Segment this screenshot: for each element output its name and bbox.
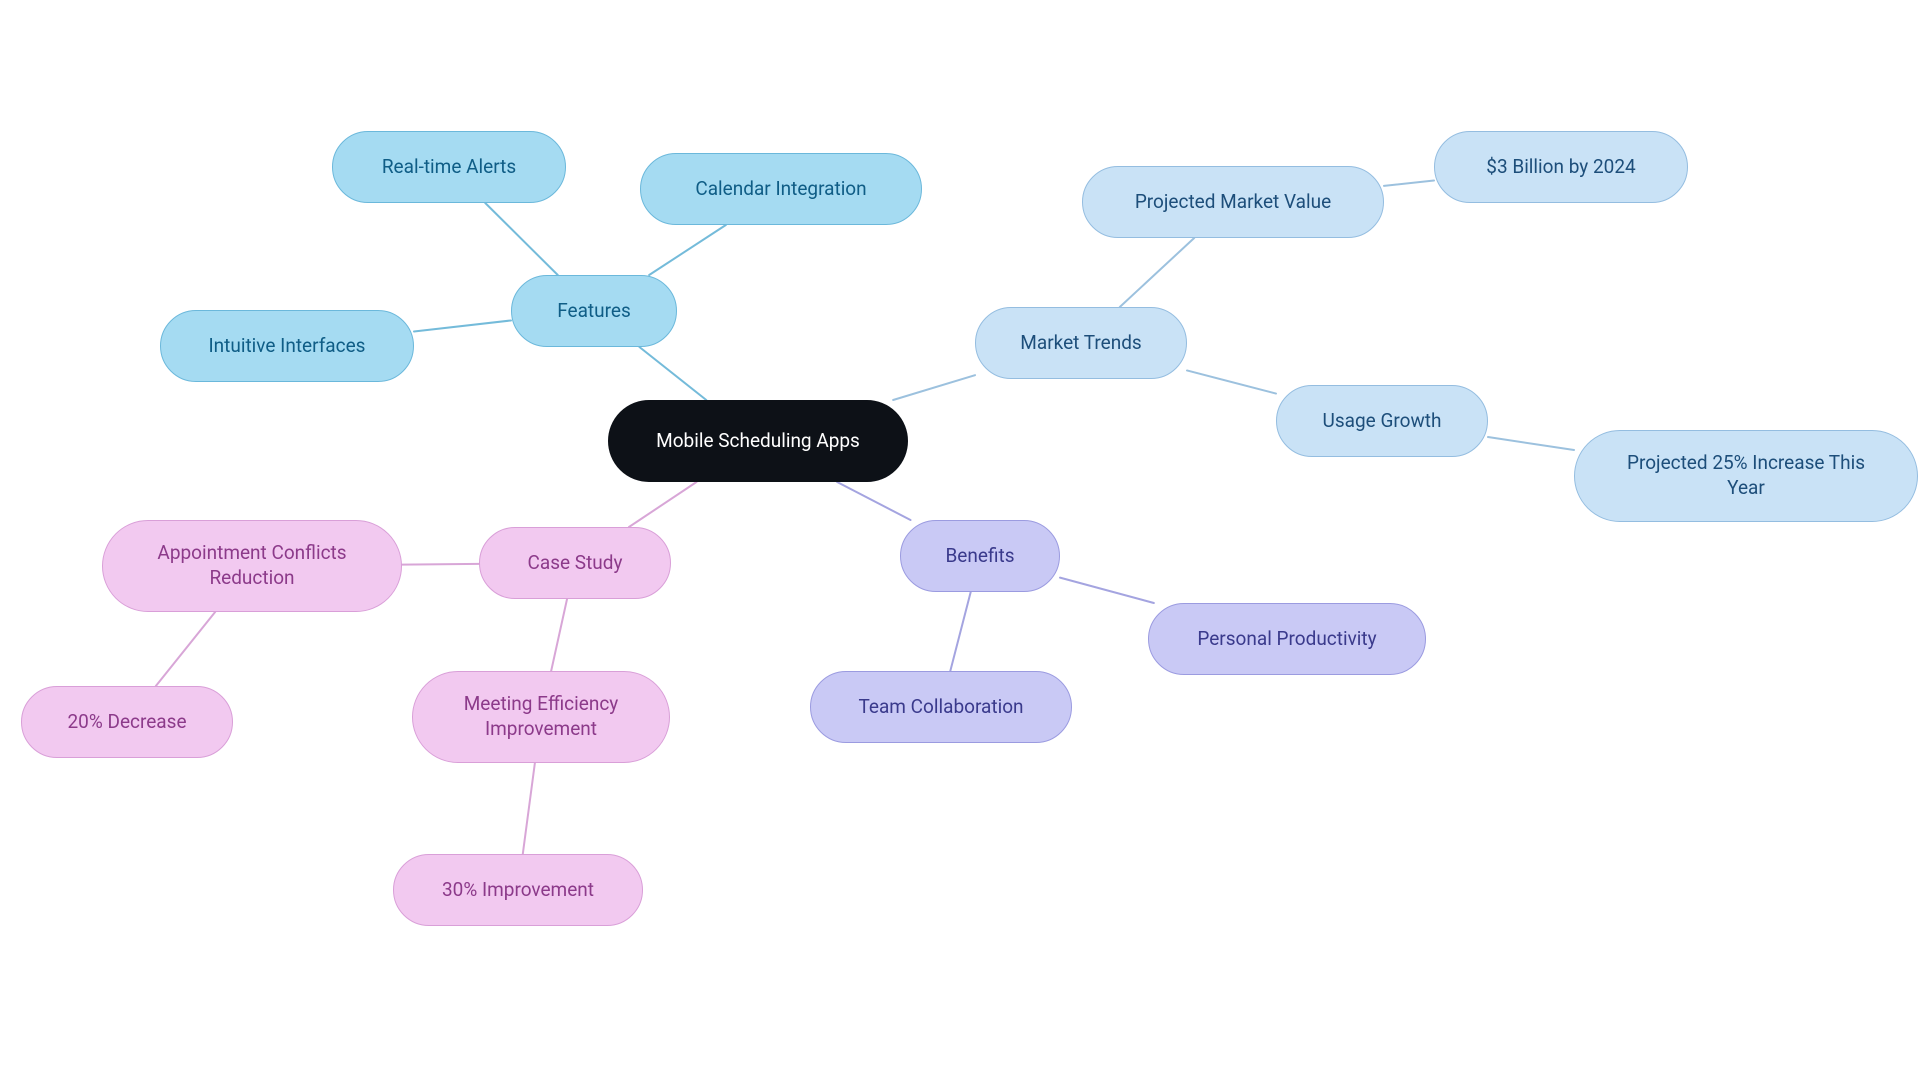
node-label: Case Study	[528, 551, 623, 576]
node-improve: 30% Improvement	[393, 854, 643, 926]
node-label: Benefits	[945, 544, 1014, 569]
node-label: Mobile Scheduling Apps	[656, 429, 860, 454]
mindmap-canvas: Mobile Scheduling Apps Features Intuitive …	[0, 0, 1920, 1083]
node-label: Personal Productivity	[1197, 627, 1376, 652]
node-label: Real-time Alerts	[382, 155, 516, 180]
edge-case-conflicts	[402, 564, 479, 565]
node-label: 30% Improvement	[442, 878, 594, 903]
node-billion: $3 Billion by 2024	[1434, 131, 1688, 203]
edge-market-projected	[1120, 238, 1194, 307]
edge-meeting-improve	[523, 763, 535, 854]
node-usage: Usage Growth	[1276, 385, 1488, 457]
node-benefits: Benefits	[900, 520, 1060, 592]
node-label: Intuitive Interfaces	[209, 334, 366, 359]
node-realtime: Real-time Alerts	[332, 131, 566, 203]
node-projected: Projected Market Value	[1082, 166, 1384, 238]
node-decrease: 20% Decrease	[21, 686, 233, 758]
node-features: Features	[511, 275, 677, 347]
edge-conflicts-decrease	[156, 612, 215, 686]
edge-benefits-team	[950, 592, 970, 671]
edge-root-case	[629, 482, 697, 527]
edge-features-intuitive	[414, 320, 511, 331]
edge-case-meeting	[551, 599, 567, 671]
edge-projected-billion	[1384, 181, 1434, 186]
edge-root-market	[893, 375, 975, 400]
node-conflicts: Appointment Conflicts Reduction	[102, 520, 402, 612]
node-label: $3 Billion by 2024	[1486, 155, 1635, 180]
node-market: Market Trends	[975, 307, 1187, 379]
node-intuitive: Intuitive Interfaces	[160, 310, 414, 382]
node-label: 20% Decrease	[67, 710, 186, 735]
node-label: Projected 25% Increase This Year	[1627, 451, 1865, 500]
node-label: Usage Growth	[1323, 409, 1442, 434]
node-label: Features	[557, 299, 631, 324]
edge-benefits-personal	[1060, 578, 1154, 603]
node-label: Meeting Efficiency Improvement	[464, 692, 619, 741]
node-label: Calendar Integration	[695, 177, 866, 202]
node-label: Projected Market Value	[1135, 190, 1331, 215]
node-root: Mobile Scheduling Apps	[608, 400, 908, 482]
node-case: Case Study	[479, 527, 671, 599]
edge-features-calendar	[649, 225, 726, 275]
node-label: Market Trends	[1020, 331, 1141, 356]
node-team: Team Collaboration	[810, 671, 1072, 743]
node-meeting: Meeting Efficiency Improvement	[412, 671, 670, 763]
node-increase: Projected 25% Increase This Year	[1574, 430, 1918, 522]
edge-features-realtime	[485, 203, 558, 275]
edge-market-usage	[1187, 370, 1276, 393]
node-label: Appointment Conflicts Reduction	[157, 541, 346, 590]
edge-root-features	[639, 347, 706, 400]
node-personal: Personal Productivity	[1148, 603, 1426, 675]
node-calendar: Calendar Integration	[640, 153, 922, 225]
node-label: Team Collaboration	[858, 695, 1023, 720]
edge-root-benefits	[837, 482, 910, 520]
edge-usage-increase	[1488, 437, 1574, 450]
